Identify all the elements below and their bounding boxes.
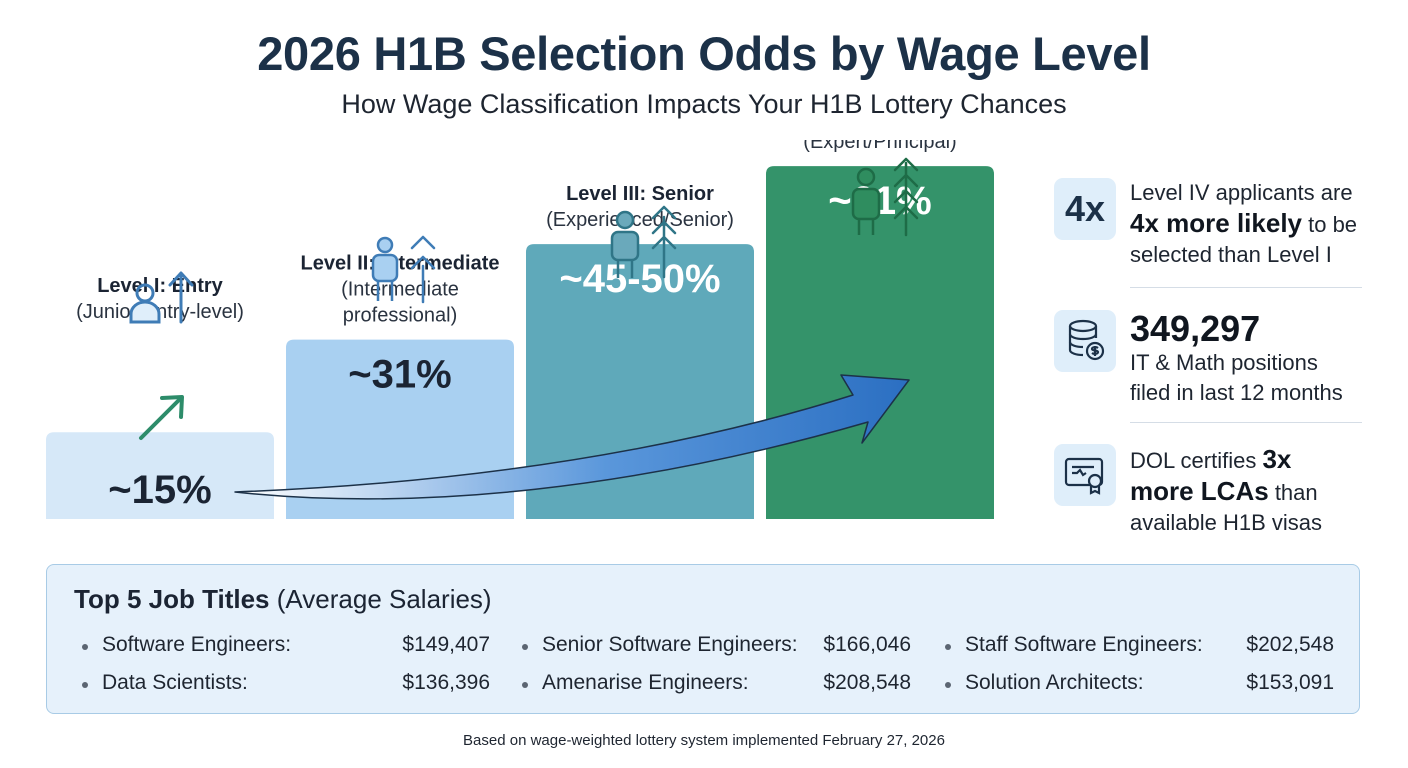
category-label: Level III: Senior: [566, 183, 714, 205]
wage-level-chart: ~15%Level I: Entry(Junior/Entry-level)~3…: [46, 140, 994, 520]
stat-bold: 4x more likely: [1130, 208, 1302, 238]
job-name: Solution Architects:: [965, 671, 1144, 694]
person-quadruple-arrow-icon: [851, 157, 919, 237]
job-salary: $166,046: [823, 633, 911, 656]
bullet-icon: [82, 644, 88, 650]
bar-value-label: ~45-50%: [559, 257, 720, 301]
positions-number: 349,297: [1130, 308, 1261, 349]
jobs-title: Top 5 Job Titles (Average Salaries): [74, 584, 492, 615]
job-name: Amenarise Engineers:: [542, 671, 749, 694]
job-salary: $153,091: [1246, 671, 1334, 694]
category-label: Level I: Entry: [97, 275, 223, 297]
stat-line: to be: [1302, 212, 1358, 237]
job-salary: $208,548: [823, 671, 911, 694]
stat-line: filed in last 12 months: [1130, 380, 1343, 405]
category-label: Level II: Intermediate: [301, 253, 500, 275]
divider: [1130, 422, 1362, 423]
stat-line: Level IV applicants are: [1130, 180, 1353, 205]
bullet-icon: [522, 682, 528, 688]
bar: [46, 432, 274, 519]
job-salary: $136,396: [402, 671, 490, 694]
stat-line: than: [1268, 480, 1318, 505]
bullet-icon: [522, 644, 528, 650]
job-name: Senior Software Engineers:: [542, 633, 798, 656]
stat-bold: more LCAs: [1130, 476, 1269, 506]
stat-line: available H1B visas: [1130, 510, 1322, 535]
category-sublabel: (Expert/Principal): [803, 140, 956, 153]
top-jobs-panel: Top 5 Job Titles (Average Salaries) Soft…: [46, 564, 1360, 714]
bar: [286, 339, 514, 519]
bar-value-label: ~15%: [108, 468, 211, 512]
jobs-title-bold: Top 5 Job Titles: [74, 584, 270, 614]
page-subtitle: How Wage Classification Impacts Your H1B…: [341, 89, 1067, 119]
jobs-title-rest: (Average Salaries): [276, 584, 492, 614]
person-double-arrow-icon: [371, 235, 436, 304]
bullet-icon: [82, 682, 88, 688]
category-sublabel: (Intermediate: [341, 279, 459, 301]
job-name: Software Engineers:: [102, 633, 292, 656]
footnote: Based on wage-weighted lottery system im…: [463, 732, 945, 749]
divider: [1130, 287, 1362, 288]
person-arrow-icon: [129, 271, 194, 324]
job-name: Staff Software Engineers:: [965, 633, 1203, 656]
stat-line: DOL certifies: [1130, 448, 1263, 473]
stat-line: IT & Math positions: [1130, 350, 1318, 375]
bullet-icon: [945, 644, 951, 650]
page-title: 2026 H1B Selection Odds by Wage Level: [257, 27, 1151, 80]
trend-arrow: [234, 374, 910, 500]
stat-badge: 4x: [1054, 178, 1116, 240]
category-sublabel: (Experienced/Senior): [546, 209, 734, 231]
certificate-icon: [1054, 444, 1116, 506]
stat-line: selected than Level I: [1130, 242, 1332, 267]
database-dollar-icon: [1054, 310, 1116, 372]
multiplier-badge: 4x: [1064, 188, 1106, 229]
stat-bold: 3x: [1262, 444, 1292, 474]
person-triple-arrow-icon: [610, 205, 677, 279]
job-salary: $202,548: [1246, 633, 1334, 656]
job-name: Data Scientists:: [102, 671, 248, 694]
bullet-icon: [945, 682, 951, 688]
diagonal-arrow-icon: [139, 395, 184, 440]
bar-value-label: ~31%: [348, 353, 451, 397]
job-salary: $149,407: [402, 633, 490, 656]
category-sublabel: professional): [343, 305, 458, 327]
